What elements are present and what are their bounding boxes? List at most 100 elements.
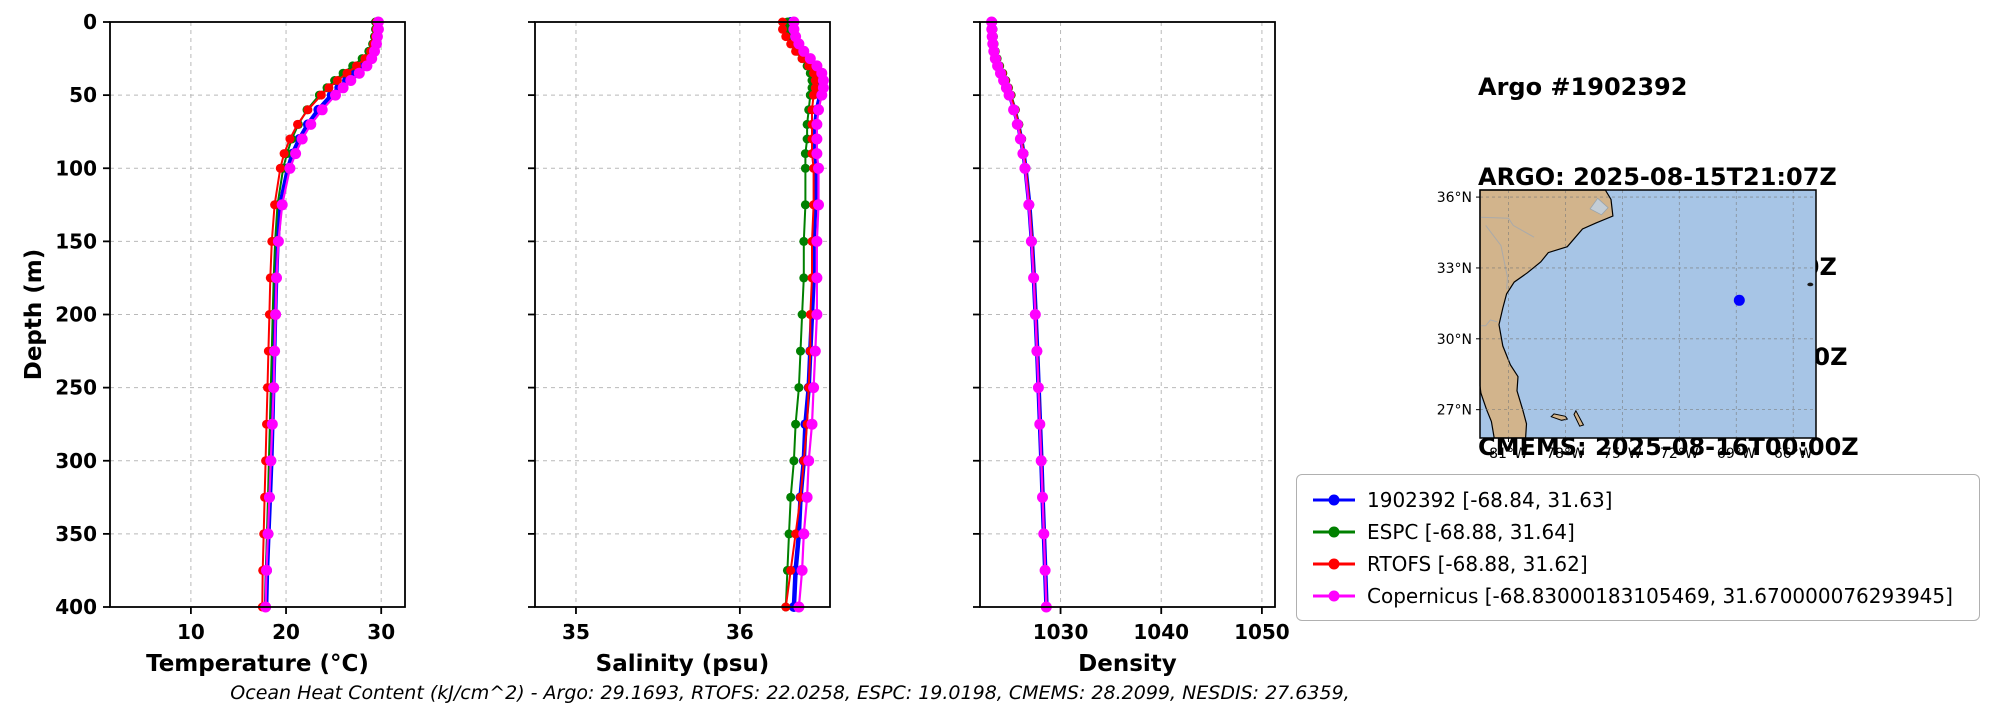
- legend-marker-icon: [1313, 494, 1355, 505]
- series-marker-Copernicus: [1023, 199, 1035, 211]
- legend-item: RTOFS [-68.88, 31.62]: [1311, 549, 1965, 578]
- series-marker-ESPC: [794, 383, 804, 393]
- series-marker-Copernicus: [801, 491, 813, 503]
- series-marker-Copernicus: [269, 345, 281, 357]
- series-marker-ESPC: [786, 492, 796, 502]
- y-tick-label: 250: [55, 376, 97, 400]
- series-marker-Copernicus: [266, 418, 278, 430]
- series-marker-Copernicus: [268, 382, 280, 394]
- series-marker-Copernicus: [305, 118, 317, 130]
- series-marker-ESPC: [784, 529, 794, 539]
- series-marker-RTOFS: [275, 163, 285, 173]
- series-marker-Copernicus: [811, 118, 823, 130]
- series-marker-Copernicus: [262, 528, 274, 540]
- series-marker-RTOFS: [810, 83, 820, 93]
- map-frame: [1479, 189, 1817, 439]
- float-title: Argo #1902392: [1478, 73, 1688, 101]
- series-marker-Copernicus: [263, 491, 275, 503]
- series-marker-Copernicus: [809, 345, 821, 357]
- sound: [1589, 197, 1609, 216]
- series-marker-Copernicus: [1037, 491, 1048, 503]
- legend-item: ESPC [-68.88, 31.64]: [1311, 517, 1965, 546]
- y-tick-label: 50: [69, 83, 97, 107]
- location-map: 81°W 78°W 75°W 72°W 69°W 66°W 36°N 33°N 30°N 27°N: [1437, 189, 1817, 462]
- series-marker-RTOFS: [791, 529, 801, 539]
- series-marker-Copernicus: [345, 75, 357, 86]
- series-marker-Copernicus: [1034, 418, 1046, 430]
- series-marker-Copernicus: [811, 133, 823, 145]
- series-marker-Copernicus: [813, 104, 824, 116]
- series-marker-ESPC: [800, 163, 810, 173]
- series-marker-Copernicus: [803, 455, 815, 467]
- series-marker-RTOFS: [809, 90, 819, 100]
- series-marker-Copernicus: [813, 199, 824, 211]
- series-marker-Copernicus: [1031, 345, 1043, 357]
- series-marker-Copernicus: [271, 272, 282, 284]
- series-marker-RTOFS: [324, 83, 334, 93]
- series-marker-Copernicus: [1025, 235, 1037, 247]
- map-lat-label: 33°N: [1437, 261, 1472, 277]
- series-marker-Copernicus: [1011, 118, 1023, 130]
- series-marker-Copernicus: [798, 45, 810, 57]
- series-marker-RTOFS: [786, 39, 796, 49]
- legend-item: 1902392 [-68.84, 31.63]: [1311, 485, 1965, 514]
- ohc-annotation: Ocean Heat Content (kJ/cm^2) - Argo: 29.…: [230, 682, 1350, 704]
- density-profile-chart: 1030 1040 1050 Density: [973, 16, 1290, 677]
- series-marker-Copernicus: [296, 133, 308, 145]
- island: [1573, 409, 1585, 427]
- series-marker-Copernicus: [813, 162, 824, 174]
- series-marker-Copernicus: [1028, 272, 1040, 284]
- series-marker-Copernicus: [1019, 162, 1031, 174]
- series-marker-Copernicus: [1032, 382, 1044, 394]
- bermuda-island: [1807, 282, 1814, 287]
- series-marker-Copernicus: [1014, 133, 1026, 145]
- legend-item-label: 1902392 [-68.84, 31.63]: [1367, 487, 1613, 512]
- series-marker-Copernicus: [798, 528, 810, 540]
- series-marker-Copernicus: [811, 148, 823, 160]
- legend-item: Copernicus [-68.83000183105469, 31.67000…: [1311, 581, 1965, 610]
- salinity-profile-chart: 35 36 Salinity (psu): [528, 16, 831, 677]
- series-marker-ESPC: [800, 149, 810, 159]
- x-tick-label: 36: [726, 620, 754, 644]
- y-tick-label: 100: [55, 156, 97, 180]
- series-marker-RTOFS: [778, 24, 787, 34]
- float-location-marker: [1733, 294, 1745, 306]
- y-tick-label: 350: [55, 522, 97, 546]
- series-marker-Copernicus: [272, 235, 284, 247]
- x-tick-label: 30: [367, 620, 395, 644]
- temperature-profile-chart: 10 20 30050100150200250300350400Temperatur…: [21, 10, 406, 677]
- y-tick-label: 400: [55, 595, 97, 619]
- x-tick-label: 1050: [1234, 620, 1290, 644]
- series-marker-Copernicus: [337, 82, 349, 94]
- x-tick-label: 20: [272, 620, 300, 644]
- y-axis-title: Depth (m): [21, 249, 47, 381]
- series-marker-ESPC: [789, 456, 799, 466]
- x-tick-label: 10: [177, 620, 205, 644]
- map-lon-label: 72°W: [1660, 446, 1699, 462]
- state-border: [1480, 319, 1498, 327]
- series-marker-Copernicus: [1038, 528, 1050, 540]
- series-marker-Copernicus: [361, 60, 373, 72]
- series-marker-ESPC: [799, 273, 809, 283]
- series-marker-ESPC: [799, 236, 809, 246]
- series-marker-RTOFS: [332, 76, 342, 85]
- state-border: [1485, 225, 1509, 290]
- series-marker-Copernicus: [330, 89, 341, 101]
- x-axis-title: Salinity (psu): [596, 651, 770, 677]
- legend-marker-icon: [1313, 558, 1355, 569]
- series-marker-RTOFS: [285, 134, 295, 144]
- map-lon-label: 66°W: [1774, 446, 1813, 462]
- series-marker-ESPC: [797, 310, 807, 319]
- series-marker-RTOFS: [303, 105, 313, 115]
- legend-item-label: ESPC [-68.88, 31.64]: [1367, 519, 1575, 544]
- series-marker-RTOFS: [270, 200, 280, 210]
- series-marker-RTOFS: [786, 565, 796, 575]
- series-marker-Copernicus: [1003, 89, 1015, 101]
- legend-item-label: RTOFS [-68.88, 31.62]: [1367, 551, 1588, 576]
- y-tick-label: 0: [83, 10, 97, 34]
- series-marker-RTOFS: [293, 119, 302, 129]
- island: [1550, 413, 1569, 421]
- series-marker-ESPC: [796, 346, 805, 356]
- series-marker-Copernicus: [1035, 455, 1047, 467]
